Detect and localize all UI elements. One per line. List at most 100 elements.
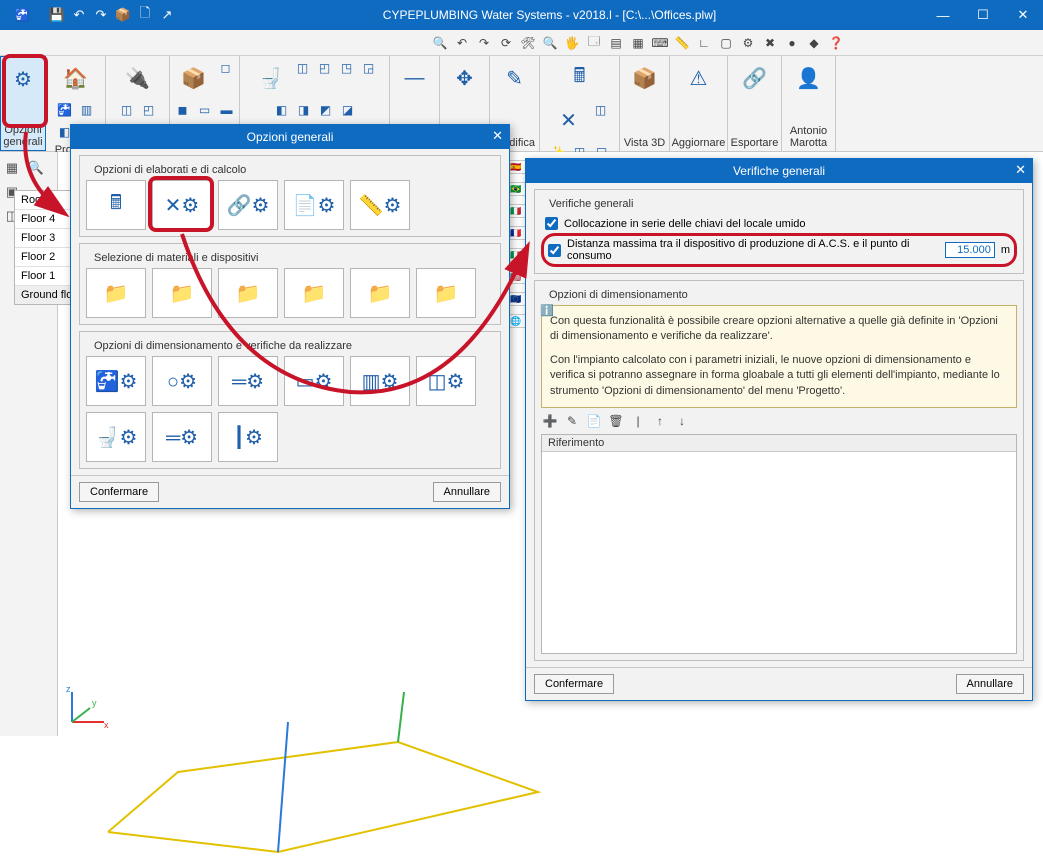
confirm-button[interactable]: Confermare	[534, 674, 614, 694]
toolbar-button[interactable]: 🔍	[430, 33, 450, 53]
qat-button[interactable]: 🗋	[136, 6, 154, 24]
mini-toolbar-button[interactable]: ➕	[541, 412, 559, 430]
ribbon-icon[interactable]: 🏠	[56, 58, 96, 98]
ribbon-icon[interactable]: ✥	[445, 58, 485, 98]
ribbon-icon[interactable]: ⚙	[3, 59, 43, 99]
option-icon-button[interactable]: ═⚙	[152, 412, 212, 462]
ribbon-icon[interactable]: 👤	[789, 58, 829, 98]
option-icon-button[interactable]: 📄⚙	[284, 180, 344, 230]
option-icon-button[interactable]: 🔗⚙	[218, 180, 278, 230]
option-icon-button[interactable]: ┃⚙	[218, 412, 278, 462]
toolbar-button[interactable]: ❓	[826, 33, 846, 53]
toolbar-button[interactable]: ⚙	[738, 33, 758, 53]
ribbon-group-opzioni-generali[interactable]: ⚙Opzioni generali	[0, 56, 46, 151]
option-icon-button[interactable]: 📁	[416, 268, 476, 318]
zoom-icon[interactable]: 🔍	[26, 158, 46, 178]
check-distanza-box[interactable]	[548, 244, 561, 257]
option-icon-button[interactable]: 🖩	[86, 180, 146, 230]
option-icon-button[interactable]: 📁	[350, 268, 410, 318]
ribbon-small-icon[interactable]: ◩	[316, 100, 336, 120]
ribbon-icon[interactable]: 🚽	[251, 58, 291, 98]
ribbon-icon[interactable]: —	[395, 58, 435, 98]
option-icon-button[interactable]: 📏⚙	[350, 180, 410, 230]
option-icon-button[interactable]: 🚽⚙	[86, 412, 146, 462]
ribbon-group-aggiornare[interactable]: ⚠Aggiornare	[670, 56, 728, 151]
option-icon-button[interactable]: ✕⚙	[152, 180, 212, 230]
ribbon-small-icon[interactable]: ◪	[338, 100, 358, 120]
ribbon-small-icon[interactable]: ◼	[173, 100, 193, 120]
ribbon-icon[interactable]: ✎	[495, 58, 535, 98]
toolbar-button[interactable]: 🗔	[584, 33, 604, 53]
ribbon-small-icon[interactable]: ▬	[217, 100, 237, 120]
mini-toolbar-button[interactable]: ↓	[673, 412, 691, 430]
ribbon-icon[interactable]: ✕	[549, 100, 589, 140]
close-icon[interactable]: ✕	[1015, 162, 1026, 178]
option-icon-button[interactable]: ▭⚙	[284, 356, 344, 406]
toolbar-button[interactable]: 🔍	[540, 33, 560, 53]
mini-toolbar-button[interactable]: ✎	[563, 412, 581, 430]
cancel-button[interactable]: Annullare	[433, 482, 501, 502]
option-icon-button[interactable]: 📁	[86, 268, 146, 318]
toolbar-button[interactable]: ∟	[694, 33, 714, 53]
option-icon-button[interactable]: ◫⚙	[416, 356, 476, 406]
option-icon-button[interactable]: ○⚙	[152, 356, 212, 406]
toolbar-button[interactable]: 🖐	[562, 33, 582, 53]
toolbar-button[interactable]: 🛠	[518, 33, 538, 53]
ribbon-icon[interactable]: ⚠	[679, 58, 719, 98]
ribbon-icon[interactable]: 📦	[174, 58, 214, 98]
dialog-opzioni-titlebar[interactable]: Opzioni generali ✕	[71, 125, 509, 149]
toolbar-button[interactable]: ↶	[452, 33, 472, 53]
mini-toolbar-button[interactable]: 🗑	[607, 412, 625, 430]
ribbon-icon[interactable]: 🔌	[118, 58, 158, 98]
ribbon-icon[interactable]: 📦	[625, 58, 665, 98]
ribbon-icon[interactable]: 🖩	[560, 58, 600, 98]
ribbon-small-icon[interactable]: ◳	[337, 58, 357, 78]
toolbar-button[interactable]: ◆	[804, 33, 824, 53]
toolbar-button[interactable]: ⌨	[650, 33, 670, 53]
option-icon-button[interactable]: ═⚙	[218, 356, 278, 406]
ribbon-small-icon[interactable]: ◧	[272, 100, 292, 120]
toolbar-button[interactable]: ●	[782, 33, 802, 53]
ribbon-small-icon[interactable]: ◰	[315, 58, 335, 78]
mini-toolbar-button[interactable]: ↑	[651, 412, 669, 430]
ribbon-icon[interactable]: 🔗	[735, 58, 775, 98]
check-collocazione[interactable]: Collocazione in serie delle chiavi del l…	[541, 214, 1017, 233]
close-icon[interactable]: ✕	[492, 128, 503, 144]
ribbon-small-icon[interactable]: 🚰	[55, 100, 75, 120]
toolbar-button[interactable]: ▦	[628, 33, 648, 53]
ribbon-group-esportare[interactable]: 🔗Esportare	[728, 56, 782, 151]
ribbon-small-icon[interactable]: ▭	[195, 100, 215, 120]
option-icon-button[interactable]: ▥⚙	[350, 356, 410, 406]
option-icon-button[interactable]: 🚰⚙	[86, 356, 146, 406]
toolbar-button[interactable]: ⟳	[496, 33, 516, 53]
ribbon-group-user[interactable]: 👤Antonio Marotta	[782, 56, 836, 151]
ribbon-small-icon[interactable]: ◨	[294, 100, 314, 120]
qat-button[interactable]: ↶	[70, 6, 88, 24]
toolbar-button[interactable]: 📏	[672, 33, 692, 53]
toolbar-button[interactable]: ↷	[474, 33, 494, 53]
toolbar-button[interactable]: ▤	[606, 33, 626, 53]
ribbon-small-icon[interactable]: ◻	[216, 58, 236, 78]
ribbon-small-icon[interactable]: ◫	[293, 58, 313, 78]
ribbon-small-icon[interactable]: ◲	[359, 58, 379, 78]
minimize-button[interactable]: —	[923, 0, 963, 30]
mini-toolbar-button[interactable]: 📄	[585, 412, 603, 430]
ribbon-group-calcolo[interactable]: 🖩✕◫✨◳◲Calcolo	[540, 56, 620, 151]
cancel-button[interactable]: Annullare	[956, 674, 1024, 694]
riferimento-list[interactable]: Riferimento	[541, 434, 1017, 654]
qat-button[interactable]: 📦	[114, 6, 132, 24]
maximize-button[interactable]: ☐	[963, 0, 1003, 30]
option-icon-button[interactable]: 📁	[218, 268, 278, 318]
qat-button[interactable]: ↷	[92, 6, 110, 24]
ribbon-small-icon[interactable]: ◫	[117, 100, 137, 120]
check-collocazione-box[interactable]	[545, 217, 558, 230]
confirm-button[interactable]: Confermare	[79, 482, 159, 502]
ribbon-group-vista3d[interactable]: 📦Vista 3D	[620, 56, 670, 151]
ribbon-small-icon[interactable]: ◰	[139, 100, 159, 120]
qat-button[interactable]: ↗	[158, 6, 176, 24]
view3d-icon[interactable]: ▦	[2, 158, 22, 178]
option-icon-button[interactable]: 📁	[284, 268, 344, 318]
ribbon-small-icon[interactable]: ▥	[77, 100, 97, 120]
dialog-verifiche-titlebar[interactable]: Verifiche generali ✕	[526, 159, 1032, 183]
close-window-button[interactable]: ✕	[1003, 0, 1043, 30]
